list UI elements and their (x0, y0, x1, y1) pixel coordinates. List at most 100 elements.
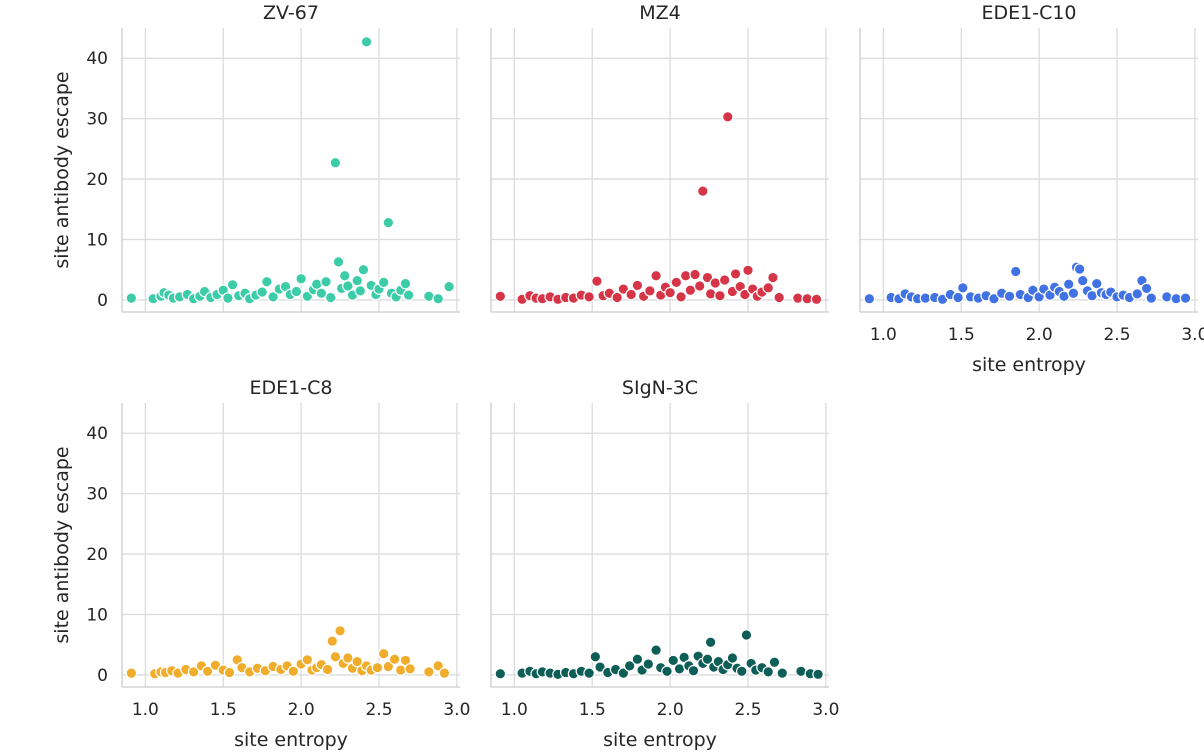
data-point (684, 284, 697, 297)
data-point (342, 280, 354, 292)
data-point (377, 276, 390, 289)
x-tick-label: 2.0 (657, 700, 684, 720)
data-point (1062, 278, 1075, 291)
data-point (388, 653, 401, 666)
data-point (354, 285, 367, 297)
data-point (693, 280, 706, 292)
x-tick-label: 3.0 (812, 700, 839, 720)
data-point (795, 665, 807, 678)
x-tick-label: 1.0 (870, 325, 897, 345)
data-point (664, 286, 676, 299)
data-point (1131, 288, 1144, 300)
data-point (382, 216, 395, 229)
data-point (332, 256, 345, 268)
panel-4: EDE1-C8 0 10 20 30 40 site antibody escape 1.0 1… (51, 377, 470, 751)
x-axis-label: site entropy (603, 729, 717, 751)
x-tick-label: 1.0 (132, 700, 159, 720)
data-point (1076, 274, 1089, 287)
data-point (226, 279, 239, 291)
data-point (594, 661, 606, 673)
data-point (611, 291, 623, 304)
data-point (810, 293, 823, 306)
data-point (267, 291, 279, 303)
y-tick-label: 30 (86, 110, 108, 130)
data-point (261, 275, 273, 288)
data-point (583, 667, 595, 679)
panel-title: SIgN-3C (622, 377, 698, 399)
point-group (125, 36, 455, 305)
data-point (320, 275, 332, 288)
data-point (650, 644, 662, 656)
data-point (1003, 290, 1016, 303)
x-tick-label: 1.5 (948, 325, 975, 345)
panel-1: ZV-67 0 10 20 30 40 site antibody escape (51, 2, 460, 313)
y-tick-label: 40 (86, 424, 108, 444)
data-point (768, 656, 781, 669)
panel-title: EDE1-C10 (981, 2, 1076, 24)
data-point (952, 291, 964, 304)
panel-5: SIgN-3C 1.0 1.5 2.0 2.5 3.0 site entropy (490, 377, 839, 751)
x-axis-label: site entropy (234, 729, 348, 751)
x-tick-label: 1.0 (501, 700, 528, 720)
x-tick-label: 2.0 (288, 700, 315, 720)
data-point (324, 291, 337, 304)
data-point (687, 664, 700, 677)
data-point (697, 185, 709, 197)
data-point (287, 665, 300, 678)
data-point (201, 665, 214, 678)
data-point (223, 666, 236, 679)
data-point (222, 292, 234, 304)
data-point (679, 269, 692, 282)
data-point (1009, 265, 1022, 278)
data-point (689, 268, 701, 281)
data-point (329, 650, 342, 663)
data-point (125, 667, 138, 679)
data-point (432, 660, 444, 672)
data-point (735, 665, 748, 678)
data-point (589, 650, 602, 663)
x-tick-label: 3.0 (443, 700, 470, 720)
x-tick-label: 2.5 (734, 700, 761, 720)
data-point (767, 271, 779, 284)
y-tick-label: 20 (86, 545, 108, 565)
data-point (315, 287, 328, 300)
panel-title: EDE1-C8 (250, 377, 333, 399)
data-point (591, 275, 603, 287)
data-point (423, 666, 435, 678)
data-point (740, 629, 753, 641)
data-point (762, 666, 775, 678)
data-point (988, 292, 1000, 305)
data-point (1067, 287, 1080, 300)
data-point (583, 291, 595, 303)
y-tick-label: 40 (86, 49, 108, 69)
data-point (351, 274, 363, 287)
data-point (334, 625, 346, 637)
x-tick-label: 2.5 (365, 700, 392, 720)
data-point (1090, 277, 1103, 290)
y-tick-label: 10 (86, 605, 108, 625)
data-point (729, 268, 742, 280)
x-tick-label: 2.5 (1103, 325, 1130, 345)
point-group (125, 625, 451, 680)
data-point (957, 282, 969, 294)
data-point (494, 290, 507, 303)
data-point (1145, 292, 1158, 304)
data-point (701, 271, 714, 284)
data-point (125, 292, 138, 304)
data-point (1073, 263, 1086, 275)
data-point (863, 292, 876, 305)
data-point (360, 36, 373, 48)
data-point (631, 653, 644, 666)
data-point (438, 667, 451, 679)
data-point (402, 289, 415, 301)
data-point (617, 667, 630, 679)
y-axis-label: site antibody escape (51, 446, 73, 643)
data-point (742, 264, 754, 277)
data-point (1161, 291, 1173, 303)
panel-title: ZV-67 (263, 2, 319, 24)
data-point (1140, 282, 1153, 295)
y-tick-label: 0 (97, 291, 108, 311)
data-point (631, 279, 644, 292)
data-point (357, 263, 370, 276)
